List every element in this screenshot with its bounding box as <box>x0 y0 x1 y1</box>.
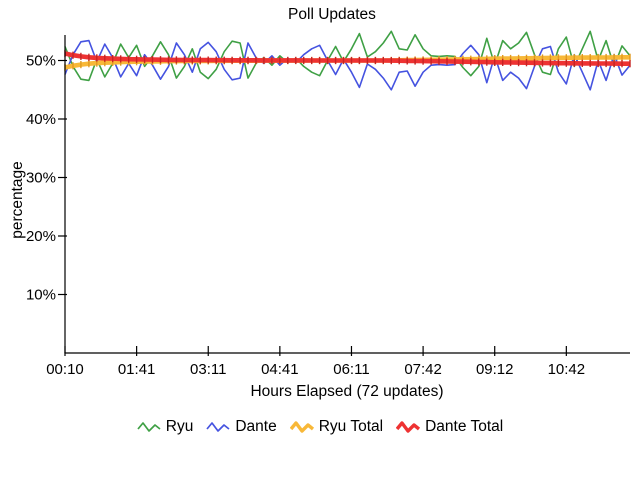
x-tick-label: 07:42 <box>404 361 442 378</box>
x-tick-label: 06:11 <box>333 361 369 378</box>
y-tick-label: 30% <box>26 170 56 187</box>
legend-label: Dante Total <box>425 418 504 435</box>
chart-legend: Ryu Dante Ryu Total Dante Total <box>0 418 640 436</box>
x-tick-label: 10:42 <box>548 361 586 378</box>
chart-title: Poll Updates <box>288 6 376 23</box>
legend-ryu-total-zigzag-icon <box>289 421 314 433</box>
x-tick-label: 09:12 <box>476 361 514 378</box>
axis-ticks <box>58 59 567 356</box>
legend-label: Ryu <box>165 418 194 435</box>
legend-item-ryu: Ryu <box>137 418 194 436</box>
y-axis-label: percentage <box>9 161 26 239</box>
x-axis-label: Hours Elapsed (72 updates) <box>250 383 443 400</box>
x-tick-label: 00:10 <box>46 361 84 378</box>
legend-item-ryu-total: Ryu Total <box>289 418 384 436</box>
series-dante-total-line <box>64 51 630 67</box>
x-tick-label: 04:41 <box>261 361 299 378</box>
legend-label: Dante <box>235 418 277 435</box>
y-tick-label: 10% <box>26 287 56 304</box>
y-tick-label: 20% <box>26 228 56 245</box>
legend-ryu-zigzag-icon <box>137 422 161 432</box>
legend-item-dante: Dante <box>206 418 277 436</box>
legend-label: Ryu Total <box>318 418 384 435</box>
x-tick-label: 03:11 <box>190 361 226 378</box>
legend-dante-total-zigzag-icon <box>396 421 421 433</box>
series-lines <box>64 30 631 91</box>
axis-tick-labels: 10% 20% 30% 40% 50% 00:10 01:41 03:11 04:41 06:11… <box>26 53 585 379</box>
legend-dante-zigzag-icon <box>206 422 230 432</box>
y-tick-label: 50% <box>26 53 56 70</box>
x-tick-label: 01:41 <box>118 361 156 378</box>
y-tick-label: 40% <box>26 111 56 128</box>
legend-item-dante-total: Dante Total <box>396 418 503 436</box>
